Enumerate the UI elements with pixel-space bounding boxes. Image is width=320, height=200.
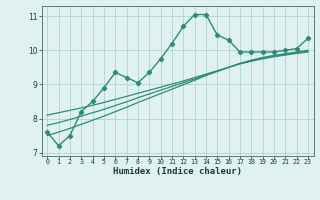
X-axis label: Humidex (Indice chaleur): Humidex (Indice chaleur)	[113, 167, 242, 176]
